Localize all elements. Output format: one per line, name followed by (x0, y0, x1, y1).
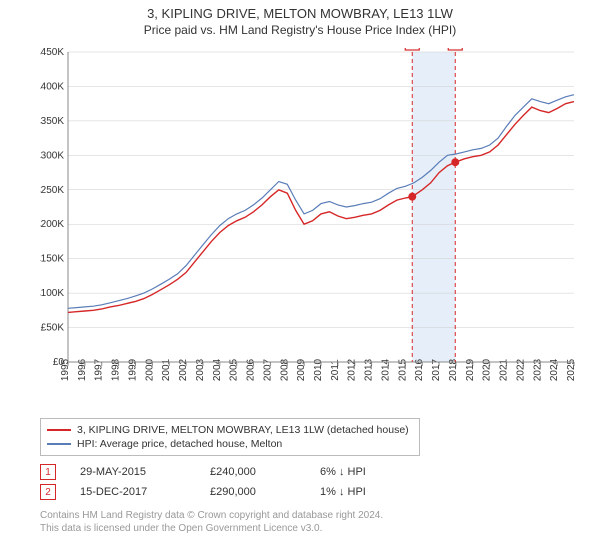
svg-text:£350K: £350K (40, 116, 64, 127)
chart-area: £0£50K£100K£150K£200K£250K£300K£350K£400… (40, 48, 580, 398)
sale-price-1: £240,000 (210, 466, 320, 478)
legend-label-blue: HPI: Average price, detached house, Melt… (77, 438, 282, 450)
sale-marker-2: 2 (40, 484, 56, 500)
sale-date-2: 15-DEC-2017 (80, 486, 210, 498)
sale-delta-2: 1% ↓ HPI (320, 486, 440, 498)
sale-price-2: £290,000 (210, 486, 320, 498)
legend: 3, KIPLING DRIVE, MELTON MOWBRAY, LE13 1… (40, 418, 420, 456)
legend-label-red: 3, KIPLING DRIVE, MELTON MOWBRAY, LE13 1… (77, 424, 409, 436)
svg-text:£200K: £200K (40, 219, 64, 230)
footer-line2: This data is licensed under the Open Gov… (40, 523, 580, 536)
footer-line1: Contains HM Land Registry data © Crown c… (40, 510, 580, 523)
svg-text:£150K: £150K (40, 254, 64, 265)
svg-text:2: 2 (452, 48, 458, 50)
sales-table: 1 29-MAY-2015 £240,000 6% ↓ HPI 2 15-DEC… (40, 462, 580, 502)
svg-text:£250K: £250K (40, 185, 64, 196)
svg-text:£400K: £400K (40, 81, 64, 92)
sale-delta-1: 6% ↓ HPI (320, 466, 440, 478)
chart-subtitle: Price paid vs. HM Land Registry's House … (0, 23, 600, 37)
svg-text:£50K: £50K (41, 323, 65, 334)
chart-container: 3, KIPLING DRIVE, MELTON MOWBRAY, LE13 1… (0, 0, 600, 560)
sale-marker-1: 1 (40, 464, 56, 480)
chart-svg: £0£50K£100K£150K£200K£250K£300K£350K£400… (40, 48, 580, 398)
svg-text:£300K: £300K (40, 150, 64, 161)
sale-row-2: 2 15-DEC-2017 £290,000 1% ↓ HPI (40, 482, 580, 502)
legend-swatch-red (47, 429, 71, 431)
legend-swatch-blue (47, 443, 71, 445)
footer: Contains HM Land Registry data © Crown c… (40, 510, 580, 535)
svg-text:1: 1 (409, 48, 415, 50)
chart-title-address: 3, KIPLING DRIVE, MELTON MOWBRAY, LE13 1… (0, 6, 600, 21)
sale-date-1: 29-MAY-2015 (80, 466, 210, 478)
title-block: 3, KIPLING DRIVE, MELTON MOWBRAY, LE13 1… (0, 0, 600, 37)
legend-item-blue: HPI: Average price, detached house, Melt… (47, 437, 413, 451)
svg-text:£450K: £450K (40, 48, 64, 58)
sale-row-1: 1 29-MAY-2015 £240,000 6% ↓ HPI (40, 462, 580, 482)
svg-text:£100K: £100K (40, 288, 64, 299)
legend-item-red: 3, KIPLING DRIVE, MELTON MOWBRAY, LE13 1… (47, 423, 413, 437)
